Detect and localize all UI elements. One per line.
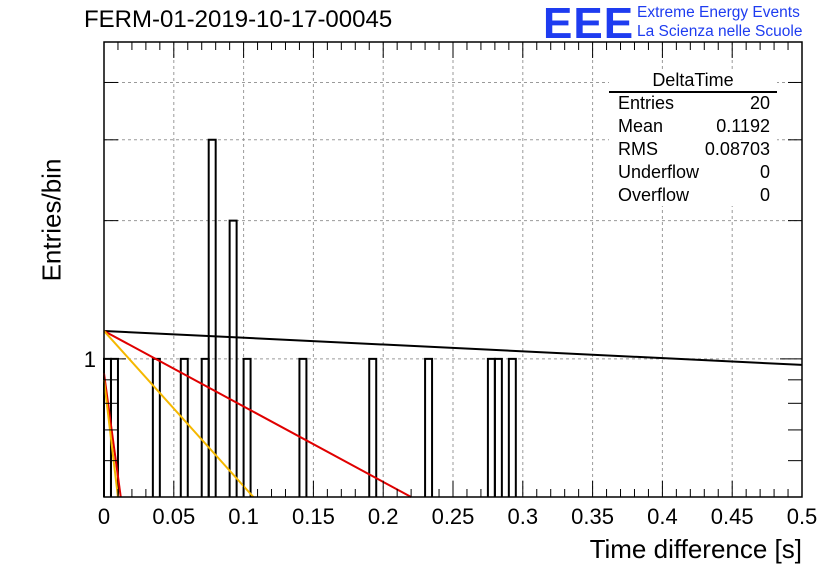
stat-value: 0.08703 [704,139,770,159]
stats-divider [609,91,777,93]
x-tick-label: 0.3 [508,504,539,529]
stat-row-entries: Entries 20 [618,93,770,115]
fit-curve-orange [103,330,255,498]
eee-logo: EEE [543,0,635,48]
stat-value: 20 [749,93,770,113]
x-tick-label: 0.05 [152,504,195,529]
stats-title: DeltaTime [652,70,734,90]
histogram-bin [424,357,434,497]
histogram-bin [200,357,210,497]
histogram-bin [151,357,161,497]
histogram-bin [368,357,378,497]
histogram-bin [486,357,496,497]
y-tick-label: 1 [84,347,96,372]
histogram-bin [493,357,503,497]
logo-line-1: Extreme Energy Events [637,4,800,21]
stat-row-overflow: Overflow 0 [618,185,770,207]
fit-curve-orange [103,379,119,498]
histogram-bin [228,219,238,497]
stat-label: Underflow [618,162,700,182]
stat-row-mean: Mean 0.1192 [618,116,770,138]
x-tick-label: 0.1 [228,504,259,529]
y-axis-label: Entries/bin [36,158,67,282]
logo-line-2: La Scienza nelle Scuole [637,23,803,40]
histogram-bin [298,357,308,497]
stat-label: Overflow [618,185,690,205]
stat-value: 0 [759,185,770,205]
stat-label: Mean [618,116,664,136]
histogram-bin [507,357,517,497]
x-tick-label: 0.2 [368,504,399,529]
x-tick-label: 0.15 [292,504,335,529]
stat-value: 0.1192 [716,116,770,136]
x-tick-label: 0 [98,504,110,529]
stat-label: Entries [618,93,675,113]
fit-curve-red [103,330,412,498]
x-axis-label: Time difference [s] [589,534,802,564]
fit-curve-black [103,329,803,366]
fit-curve-red [103,373,122,498]
histogram-bin [179,357,189,497]
x-tick-label: 0.45 [711,504,754,529]
histogram-bin [242,357,252,497]
stats-box: DeltaTime Entries 20 Mean 0.1192 RMS 0.0… [609,70,777,206]
x-tick-label: 0.4 [647,504,678,529]
x-tick-label: 0.25 [432,504,475,529]
x-tick-label: 0.5 [787,504,818,529]
x-tick-label: 0.35 [571,504,614,529]
stat-row-underflow: Underflow 0 [618,162,770,184]
stat-row-rms: RMS 0.08703 [618,139,770,161]
histogram-bin [207,138,217,497]
run-title: FERM-01-2019-10-17-00045 [84,6,393,33]
stat-label: RMS [618,139,658,159]
stat-value: 0 [759,162,770,182]
